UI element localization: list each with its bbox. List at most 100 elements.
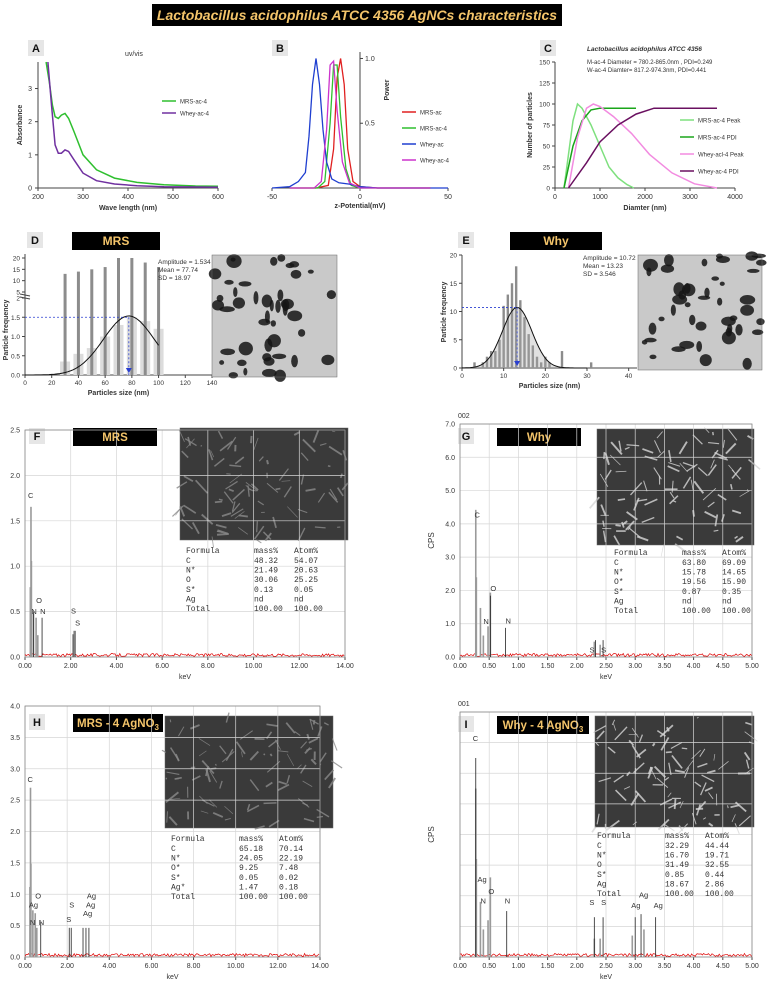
particle-blob <box>220 348 236 356</box>
table-cell: 19.56 <box>682 578 706 587</box>
particle-blob <box>211 300 225 311</box>
fiber-stroke <box>195 479 209 494</box>
x-tick-label: 0.00 <box>18 663 32 670</box>
table-cell: 25.25 <box>294 576 318 585</box>
fiber-stroke <box>181 450 189 459</box>
fiber-stroke <box>623 786 631 790</box>
fiber-stroke <box>308 737 319 744</box>
table-header: mass% <box>665 832 689 841</box>
fiber-stroke <box>339 473 343 479</box>
fiber-stroke <box>191 522 200 535</box>
panel-banner <box>73 714 163 732</box>
y-tick-label: 20 <box>13 256 21 263</box>
fiber-stroke <box>731 509 742 515</box>
x-tick-label: 4.00 <box>687 663 701 670</box>
legend-label: Whey-ac-4 <box>420 159 450 165</box>
fiber-stroke <box>239 730 253 740</box>
fiber-stroke <box>304 747 311 755</box>
series-line <box>47 61 219 189</box>
y-tick-label: 0.5 <box>365 121 375 128</box>
particle-blob <box>216 294 224 302</box>
table-cell: 70.14 <box>279 845 303 854</box>
plot-frame <box>459 423 753 658</box>
fiber-stroke <box>656 431 664 439</box>
particle-blob <box>230 257 236 262</box>
series-line <box>567 107 717 189</box>
fiber-stroke <box>701 774 715 783</box>
fiber-stroke <box>596 730 605 740</box>
table-cell: nd <box>254 595 264 604</box>
y-tick-label: 1.0 <box>10 892 20 899</box>
x-tick-label: 2000 <box>637 194 653 201</box>
x-tick-label: 2.00 <box>570 663 584 670</box>
panel-banner <box>497 428 581 446</box>
x-tick-label: 40 <box>625 373 633 380</box>
particle-blob <box>261 368 277 378</box>
peak-label: N <box>30 918 35 927</box>
particle-blob <box>699 354 712 367</box>
fiber-stroke <box>630 482 643 496</box>
fiber-stroke <box>170 797 181 800</box>
fiber-stroke <box>277 783 290 792</box>
table-cell: Ag <box>597 880 607 889</box>
x-tick-label: 1.00 <box>512 663 526 670</box>
x-tick-label: 300 <box>77 194 89 201</box>
fiber-stroke <box>228 488 235 493</box>
fiber-stroke <box>679 462 688 473</box>
histogram-bar <box>485 356 489 368</box>
fiber-stroke <box>211 536 214 548</box>
fiber-stroke <box>210 450 215 458</box>
fiber-stroke <box>286 753 295 767</box>
y-axis-title: Absorbance <box>17 105 24 146</box>
baseline-noise <box>459 652 752 658</box>
y-tick-label: 1.5 <box>10 860 20 867</box>
histogram-bar <box>539 362 543 368</box>
y-tick-label: 0 <box>28 186 32 193</box>
fiber-stroke <box>617 498 626 501</box>
fiber-stroke <box>692 434 703 445</box>
fiber-stroke <box>278 468 289 481</box>
fiber-stroke <box>690 479 694 491</box>
table-cell: 100.00 <box>665 890 694 899</box>
fiber-stroke <box>217 430 224 439</box>
fiber-stroke <box>641 516 655 524</box>
tem-micrograph-mrs <box>208 254 338 382</box>
fiber-stroke <box>676 535 684 541</box>
table-cell: S* <box>614 588 624 597</box>
table-cell: 31.49 <box>665 861 689 870</box>
peak-label: O <box>35 892 41 901</box>
particle-blob <box>307 269 314 274</box>
micrograph-bg <box>212 255 337 377</box>
x-tick-label: 6.00 <box>145 963 159 970</box>
y-tick-label: 125 <box>539 81 550 88</box>
table-cell: nd <box>682 597 692 606</box>
fiber-stroke <box>314 526 326 529</box>
fiber-stroke <box>642 448 654 454</box>
particle-blob <box>277 254 286 262</box>
table-cell: S* <box>171 874 181 883</box>
mean-marker <box>514 361 521 366</box>
fiber-stroke <box>272 516 277 529</box>
y-tick-label: 0.0 <box>11 373 20 380</box>
micrograph-bg <box>165 716 333 828</box>
fiber-stroke <box>176 481 188 489</box>
table-cell: 32.55 <box>705 861 729 870</box>
particle-blob <box>689 314 696 326</box>
fiber-stroke <box>679 801 684 809</box>
fiber-stroke <box>593 725 607 734</box>
fiber-stroke <box>305 488 316 492</box>
legend-label: MRS-ac-4 <box>420 127 448 133</box>
spectrum-peak <box>599 644 601 657</box>
series-line <box>45 61 219 188</box>
fiber-stroke <box>638 734 644 743</box>
peak-label: N <box>39 918 44 927</box>
histogram-bar <box>494 351 497 368</box>
y-tick-label: 3.0 <box>10 766 20 773</box>
fiber-stroke <box>624 446 630 450</box>
table-cell: 15.78 <box>682 569 706 578</box>
histogram-bar <box>90 269 94 375</box>
histogram-bar <box>548 362 551 368</box>
fiber-stroke <box>227 436 237 450</box>
fiber-stroke <box>184 438 197 447</box>
peak-label: O <box>36 596 42 605</box>
